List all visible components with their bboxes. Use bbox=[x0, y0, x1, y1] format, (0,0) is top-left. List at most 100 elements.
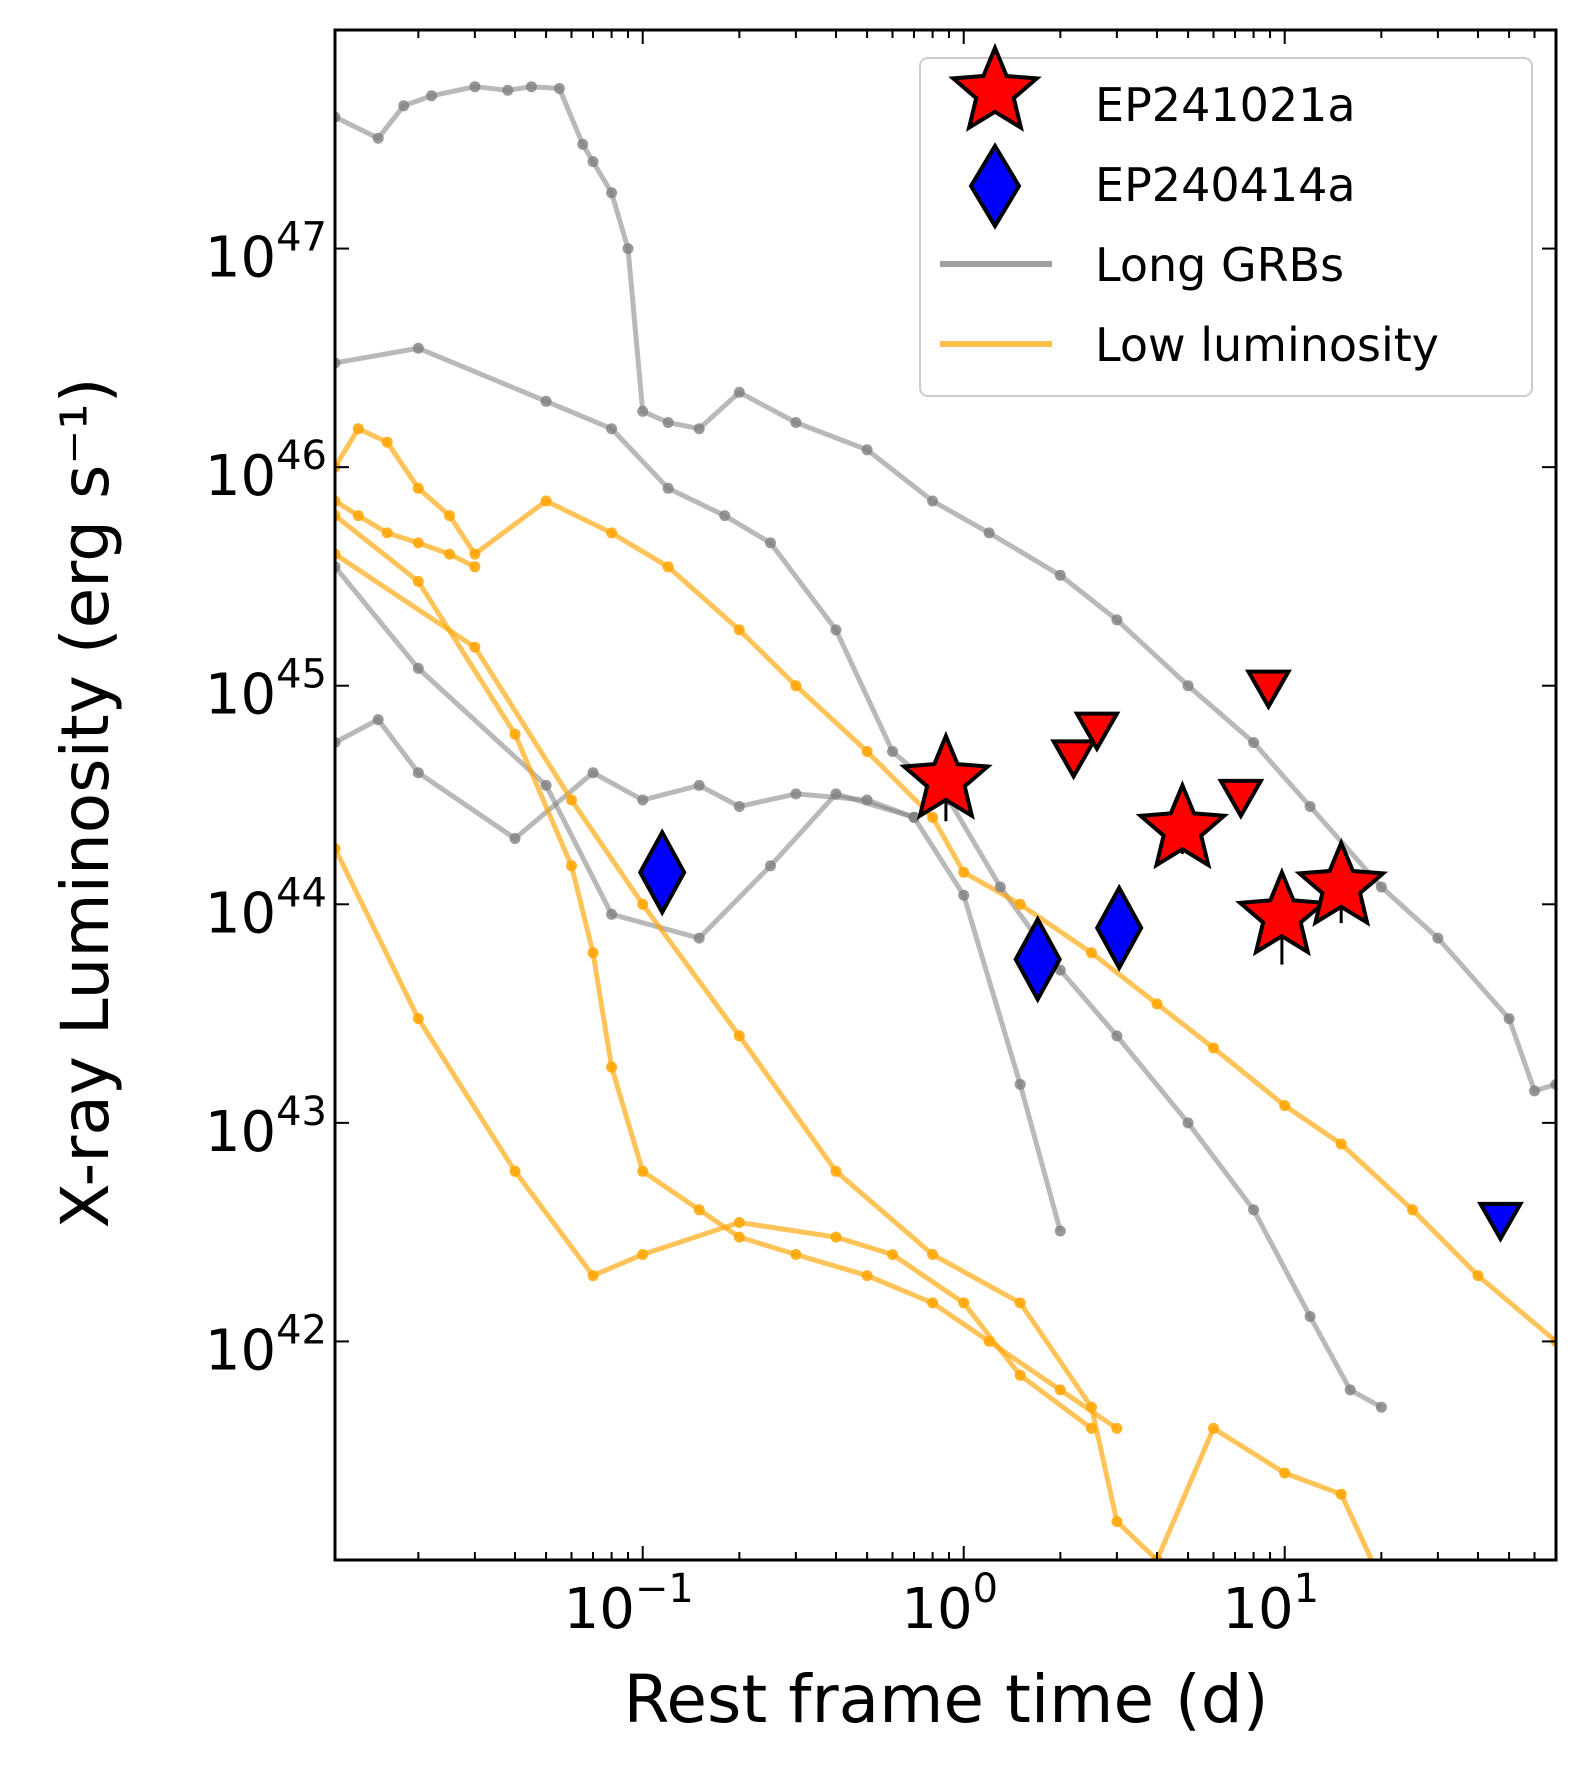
curve-point bbox=[1086, 1401, 1097, 1413]
ep240414a-diamond-marker bbox=[1013, 915, 1062, 1004]
curve-point bbox=[352, 510, 364, 522]
curve-point bbox=[693, 1204, 705, 1216]
y-tick-label-exponent: 42 bbox=[276, 1307, 327, 1353]
legend-label-ep240414a: EP240414a bbox=[1095, 158, 1356, 212]
curve-point bbox=[606, 527, 618, 539]
curve-point bbox=[372, 132, 384, 144]
curve-point bbox=[958, 889, 970, 901]
curve-point bbox=[1208, 1422, 1219, 1434]
y-tick-label-base: 10 bbox=[205, 226, 276, 291]
curve-point bbox=[830, 624, 842, 636]
curve-point bbox=[412, 1013, 424, 1025]
curve-point bbox=[587, 156, 599, 168]
curve-point bbox=[927, 495, 939, 507]
curve-point bbox=[1182, 1117, 1194, 1129]
curve-point bbox=[1529, 1085, 1540, 1097]
curve-point bbox=[1111, 614, 1123, 626]
curve-point bbox=[1432, 1603, 1443, 1614]
curve-point bbox=[927, 811, 939, 823]
curve-point bbox=[553, 83, 565, 94]
curve-point bbox=[637, 1249, 649, 1260]
y-tick-label-exponent: 47 bbox=[276, 215, 327, 261]
curve-point bbox=[861, 1270, 873, 1282]
y-tick-label: 1047 bbox=[205, 215, 327, 291]
y-tick-label-exponent: 46 bbox=[276, 433, 327, 479]
curve-point bbox=[887, 746, 898, 757]
ep241021a-upper-limit-marker bbox=[1050, 739, 1098, 781]
x-tick-label: 101 bbox=[1222, 1566, 1319, 1642]
legend-item-ep241021a: EP241021a bbox=[948, 42, 1356, 132]
y-tick-label-base: 10 bbox=[205, 881, 276, 946]
curve-point bbox=[540, 395, 552, 407]
y-tick-label-exponent: 44 bbox=[276, 870, 327, 916]
curve-point bbox=[1208, 1042, 1219, 1054]
curve-point bbox=[1014, 898, 1026, 910]
curve-point bbox=[606, 908, 618, 920]
points-layer bbox=[335, 81, 1556, 1614]
curve-point bbox=[540, 779, 552, 791]
legend-label-low-luminosity: Low luminosity bbox=[1095, 318, 1439, 372]
curve-point bbox=[1279, 1100, 1291, 1112]
curve-point bbox=[908, 811, 920, 823]
curve-point bbox=[662, 482, 674, 494]
y-tick-label: 1045 bbox=[205, 652, 327, 728]
curve-point bbox=[733, 801, 745, 812]
curve-point bbox=[412, 342, 424, 354]
ep241021a-star-marker bbox=[1135, 780, 1230, 870]
curve-point bbox=[587, 1270, 599, 1282]
curve-point bbox=[958, 1297, 970, 1309]
curve-point bbox=[577, 138, 589, 150]
curve-point bbox=[861, 746, 873, 757]
x-tick-label-exponent: −1 bbox=[635, 1566, 694, 1612]
curve-point bbox=[469, 548, 481, 560]
curve-point bbox=[637, 898, 649, 910]
curve-point bbox=[1086, 947, 1097, 959]
curve-point bbox=[765, 537, 776, 549]
curve-point bbox=[861, 444, 873, 456]
ep240414a-upper-limit-marker bbox=[1477, 1201, 1524, 1243]
curve-point bbox=[1111, 1030, 1123, 1042]
curve-point bbox=[790, 788, 802, 800]
curve-point bbox=[1375, 881, 1387, 893]
legend-label-ep241021a: EP241021a bbox=[1095, 78, 1356, 132]
ep241021a-star-marker bbox=[899, 730, 993, 820]
curve-line-7 bbox=[335, 717, 915, 841]
curve-point bbox=[412, 575, 424, 587]
curve-point bbox=[1111, 1422, 1123, 1434]
curve-point bbox=[830, 1231, 842, 1243]
y-tick-label: 1046 bbox=[205, 433, 327, 509]
curve-point bbox=[1086, 1422, 1097, 1434]
curve-point bbox=[733, 1030, 745, 1042]
curve-point bbox=[444, 548, 455, 560]
curve-point bbox=[733, 624, 745, 636]
curve-point bbox=[637, 405, 649, 417]
y-axis-title: X-ray Luminosity (erg s⁻¹) bbox=[47, 378, 124, 1229]
curve-point bbox=[662, 561, 674, 573]
curve-point bbox=[1248, 737, 1260, 748]
legend-star-marker bbox=[948, 42, 1042, 132]
curve-point bbox=[426, 90, 438, 102]
curve-point bbox=[958, 866, 970, 878]
curve-point bbox=[693, 423, 705, 435]
curve-point bbox=[1432, 932, 1444, 944]
curve-point bbox=[606, 1061, 618, 1073]
ep241021a-star-marker bbox=[1235, 867, 1329, 957]
curve-point bbox=[662, 417, 674, 428]
curve-point bbox=[1248, 1204, 1260, 1216]
y-tick-label-base: 10 bbox=[205, 1318, 276, 1383]
curve-point bbox=[1111, 1516, 1123, 1527]
curve-point bbox=[1182, 680, 1194, 692]
curve-point bbox=[1279, 1467, 1291, 1479]
curve-point bbox=[540, 495, 552, 507]
curve-point bbox=[927, 1249, 939, 1260]
curve-point bbox=[606, 187, 618, 199]
curve-line-8 bbox=[335, 426, 1556, 1344]
plot-frame bbox=[333, 28, 1558, 1562]
curve-point bbox=[887, 1249, 898, 1260]
curve-point bbox=[1344, 1384, 1356, 1396]
curve-point bbox=[509, 728, 521, 740]
ticks-layer bbox=[335, 29, 1557, 1561]
y-tick-label-exponent: 45 bbox=[276, 652, 327, 698]
